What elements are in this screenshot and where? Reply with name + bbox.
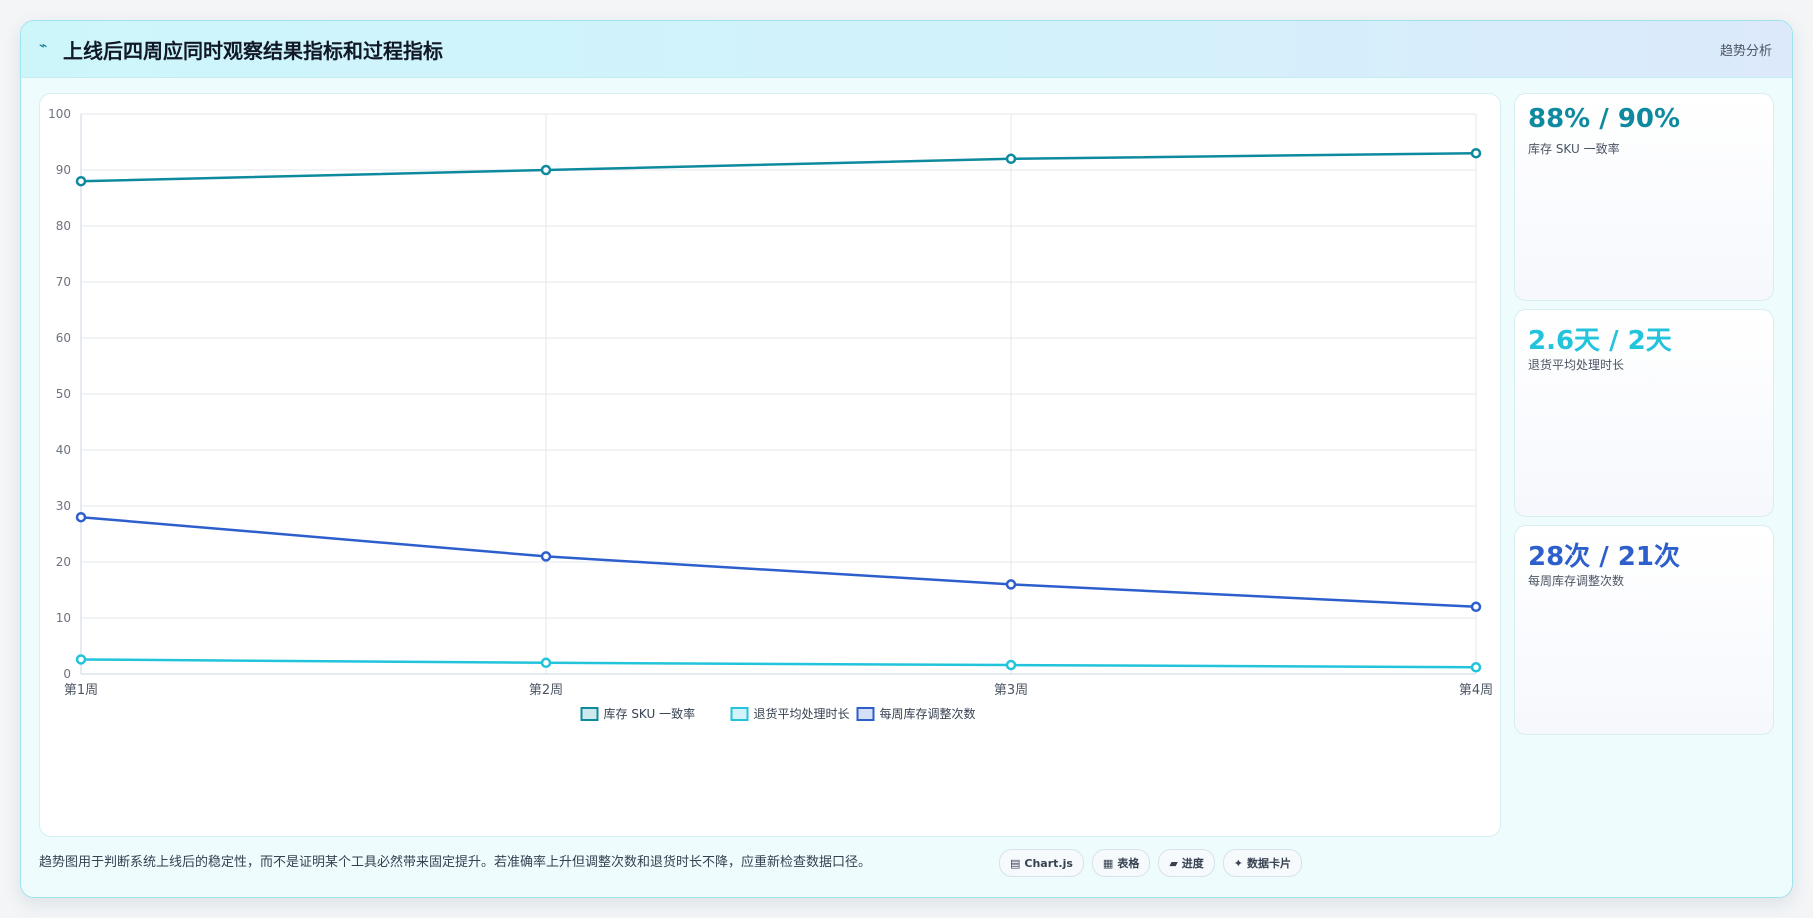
data-point — [540, 164, 552, 176]
data-point — [540, 551, 552, 562]
data-point — [1470, 147, 1482, 159]
trend-card: ⌁ 上线后四周应同时观察结果指标和过程指标 趋势分析 0 10 20 30 40 50 60… — [20, 20, 1793, 898]
trend-icon: ⌁ — [39, 38, 48, 54]
stat-label: 退货平均处理时长 — [1528, 358, 1625, 372]
legend-label: 每周库存调整次数 — [880, 706, 976, 721]
x-tick-label: 第4周 — [1459, 683, 1493, 698]
stat-value: 28次 / 21次 — [1528, 542, 1680, 572]
legend-label: 库存 SKU 一致率 — [604, 706, 696, 721]
data-point — [1005, 659, 1017, 671]
data-point — [1005, 153, 1017, 165]
data-point — [540, 657, 552, 669]
chip-progress[interactable]: ▰ 进度 — [1158, 849, 1215, 877]
data-point — [75, 511, 87, 523]
tech-chips: ▤ Chart.js ▦ 表格 ▰ 进度 ✦ 数据卡片 — [999, 849, 1303, 877]
y-tick-label: 40 — [56, 443, 71, 457]
chip-table[interactable]: ▦ 表格 — [1091, 849, 1151, 877]
page-title: 上线后四周应同时观察结果指标和过程指标 — [63, 39, 443, 63]
legend-swatch — [580, 707, 599, 721]
y-tick-label: 50 — [56, 387, 71, 401]
y-tick-label: 80 — [56, 219, 71, 233]
sparkle-icon: ✦ — [1233, 856, 1244, 870]
stat-card-return-time: 2.6天 / 2天 退货平均处理时长 — [1514, 309, 1774, 517]
data-point — [75, 654, 87, 665]
y-tick-label: 60 — [56, 331, 71, 345]
chip-label: 数据卡片 — [1247, 857, 1292, 870]
chip-label: Chart.js — [1024, 856, 1073, 870]
series-line — [80, 515, 1477, 609]
legend-label: 退货平均处理时长 — [754, 706, 850, 721]
data-point — [1470, 601, 1482, 613]
chip-label: 进度 — [1181, 857, 1204, 870]
x-tick-label: 第1周 — [64, 683, 98, 698]
data-point — [1005, 579, 1017, 590]
x-tick-label: 第2周 — [529, 683, 563, 698]
data-point — [1470, 662, 1482, 673]
footer-note: 趋势图用于判断系统上线后的稳定性，而不是证明某个工具必然带来固定提升。若准确率上… — [39, 855, 872, 870]
y-tick-label: 90 — [56, 163, 71, 177]
series-line — [80, 658, 1477, 669]
stat-label: 库存 SKU 一致率 — [1528, 142, 1620, 156]
chart-icon: ▤ — [1010, 856, 1021, 870]
data-point — [75, 175, 87, 187]
y-tick-label: 0 — [63, 667, 71, 681]
stat-value: 2.6天 / 2天 — [1528, 326, 1672, 356]
chip-chartjs[interactable]: ▤ Chart.js — [999, 849, 1084, 877]
progress-icon: ▰ — [1169, 856, 1178, 870]
chart-panel: 0 10 20 30 40 50 60 70 80 90 100 第1周 第2周 第3周 第4周 库存 SK… — [39, 93, 1501, 837]
y-tick-label: 10 — [56, 611, 71, 625]
stat-card-sku: 88% / 90% 库存 SKU 一致率 — [1514, 93, 1774, 301]
chip-label: 表格 — [1117, 857, 1140, 870]
x-tick-label: 第3周 — [994, 683, 1028, 698]
legend-swatch — [856, 707, 875, 721]
table-icon: ▦ — [1102, 856, 1114, 870]
card-header: ⌁ 上线后四周应同时观察结果指标和过程指标 趋势分析 — [21, 21, 1792, 78]
stat-value: 88% / 90% — [1528, 104, 1681, 134]
y-tick-label: 30 — [56, 499, 71, 513]
chip-data-card[interactable]: ✦ 数据卡片 — [1222, 849, 1303, 877]
stat-label: 每周库存调整次数 — [1528, 574, 1625, 588]
y-tick-label: 100 — [48, 107, 71, 121]
series-line — [80, 151, 1477, 183]
stat-card-adjustments: 28次 / 21次 每周库存调整次数 — [1514, 525, 1774, 735]
line-chart: 0 10 20 30 40 50 60 70 80 90 100 第1周 第2周 第3周 第4周 库存 SK… — [48, 107, 1493, 721]
y-tick-label: 70 — [56, 275, 71, 289]
legend-swatch — [730, 707, 749, 721]
header-tag: 趋势分析 — [1719, 44, 1772, 59]
y-tick-label: 20 — [56, 555, 71, 569]
